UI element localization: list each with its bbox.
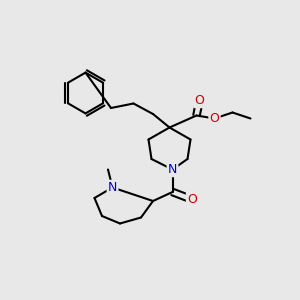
Text: O: O bbox=[187, 193, 197, 206]
Text: O: O bbox=[195, 94, 204, 107]
Text: N: N bbox=[108, 181, 117, 194]
Text: N: N bbox=[168, 163, 177, 176]
Text: O: O bbox=[210, 112, 219, 125]
